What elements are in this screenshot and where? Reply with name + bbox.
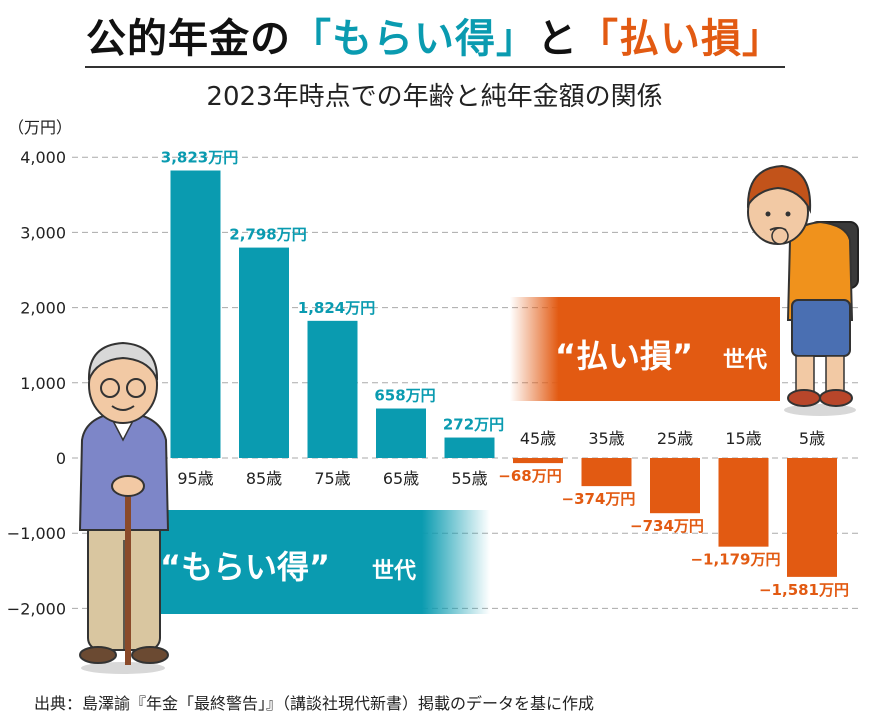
category-label: 55歳: [451, 469, 487, 488]
title-loss: 「払い損」: [578, 16, 783, 62]
bar: [170, 170, 221, 458]
bar: [650, 458, 700, 514]
title-part-2: と: [537, 16, 578, 62]
title-part-1: 公的年金の: [86, 16, 291, 62]
subtitle: 2023年時点での年齢と純年金額の関係: [206, 82, 663, 112]
bar: [239, 247, 289, 458]
y-tick-label: 4,000: [20, 148, 66, 167]
child-illustration: [746, 164, 859, 416]
page-title: 公的年金の「もらい得」と「払い損」: [0, 6, 869, 64]
category-label: 95歳: [177, 469, 213, 488]
bar: [307, 320, 358, 458]
y-tick-label: 1,000: [20, 374, 66, 393]
category-label: 45歳: [520, 429, 556, 448]
category-label: 15歳: [725, 429, 761, 448]
y-tick-label: 3,000: [20, 223, 66, 242]
data-label: 1,824万円: [298, 299, 375, 317]
gain-band-suffix: 世代: [372, 559, 416, 584]
y-unit-label: （万円）: [8, 118, 72, 137]
title-gain: 「もらい得」: [291, 16, 537, 62]
data-label: 2,798万円: [229, 226, 306, 244]
loss-band-suffix: 世代: [723, 348, 767, 373]
data-label: −734万円: [630, 517, 704, 535]
y-tick-label: 0: [56, 449, 66, 468]
elderly-man-illustration: [78, 341, 170, 674]
bar: [376, 408, 426, 458]
data-label: −68万円: [498, 467, 561, 485]
loss-band: [510, 297, 780, 401]
bar: [787, 458, 837, 577]
data-label: −1,179万円: [690, 551, 780, 569]
gain-band-label: “もらい得”: [160, 548, 330, 586]
category-label: 65歳: [383, 469, 419, 488]
bar: [718, 458, 769, 547]
loss-band-label: “払い損”: [555, 337, 693, 375]
category-label: 35歳: [588, 429, 624, 448]
data-label: −374万円: [562, 490, 636, 508]
bar: [581, 458, 632, 487]
y-tick-label: 2,000: [20, 299, 66, 318]
category-label: 25歳: [657, 429, 693, 448]
title-divider: [85, 66, 785, 68]
category-label: 85歳: [246, 469, 282, 488]
y-tick-label: −2,000: [7, 599, 66, 618]
y-tick-label: −1,000: [7, 524, 66, 543]
data-label: 3,823万円: [161, 149, 238, 167]
data-label: 272万円: [443, 416, 504, 434]
bar: [444, 437, 495, 458]
data-label: 658万円: [374, 387, 435, 405]
source-note: 出典：島澤諭『年金「最終警告」』（講談社現代新書）掲載のデータを基に作成: [34, 694, 595, 713]
data-label: −1,581万円: [759, 581, 849, 599]
gain-band: [150, 510, 490, 614]
bar: [513, 458, 563, 464]
category-label: 5歳: [799, 429, 825, 448]
category-label: 75歳: [314, 469, 350, 488]
